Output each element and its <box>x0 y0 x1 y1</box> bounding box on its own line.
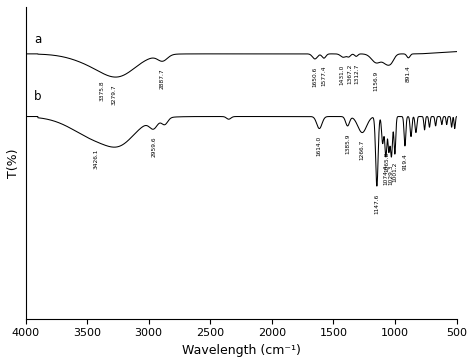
Text: 1001.2: 1001.2 <box>392 162 397 182</box>
Text: b: b <box>34 90 42 103</box>
Text: 1650.6: 1650.6 <box>312 66 318 87</box>
Text: 1385.9: 1385.9 <box>345 133 350 154</box>
Text: 1029.3: 1029.3 <box>389 165 394 185</box>
Text: 2887.7: 2887.7 <box>160 69 165 89</box>
Text: a: a <box>34 33 41 46</box>
Text: 1367.2: 1367.2 <box>347 64 352 84</box>
Text: 1156.9: 1156.9 <box>373 70 378 91</box>
Text: 1312.7: 1312.7 <box>354 64 359 84</box>
Text: 2959.6: 2959.6 <box>151 136 156 157</box>
Text: 1431.0: 1431.0 <box>339 64 345 84</box>
Text: 3375.8: 3375.8 <box>100 80 105 101</box>
Text: 1266.7: 1266.7 <box>360 140 365 160</box>
Y-axis label: T(%): T(%) <box>7 148 20 178</box>
Text: 1147.6: 1147.6 <box>374 193 379 214</box>
X-axis label: Wavelength (cm⁻¹): Wavelength (cm⁻¹) <box>182 344 301 357</box>
Text: 891.4: 891.4 <box>406 65 411 82</box>
Text: 3279.7: 3279.7 <box>112 84 117 105</box>
Text: 919.4: 919.4 <box>402 153 407 170</box>
Text: 1074.4: 1074.4 <box>383 165 388 185</box>
Text: 1577.4: 1577.4 <box>321 66 327 86</box>
Text: 1614.0: 1614.0 <box>317 136 322 156</box>
Text: 3426.1: 3426.1 <box>94 149 99 170</box>
Text: 1065.8: 1065.8 <box>384 152 389 172</box>
